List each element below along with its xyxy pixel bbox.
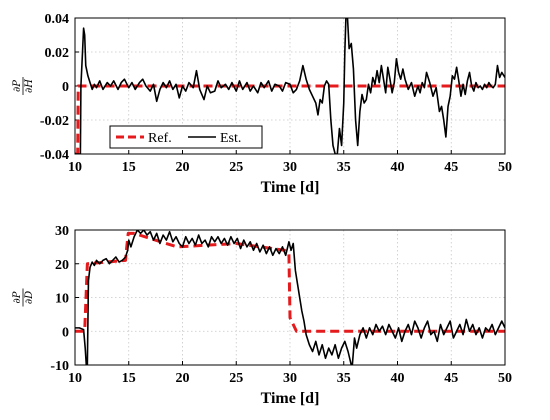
x-axis-label: Time [d]	[261, 179, 320, 196]
y-label-numerator: ∂P	[12, 291, 23, 303]
series-ref-line	[75, 231, 505, 333]
x-tick-label: 35	[337, 371, 351, 386]
x-tick-label: 30	[283, 371, 297, 386]
series-est-line	[75, 230, 505, 365]
y-label-denominator: ∂D	[24, 291, 35, 304]
legend-label: Ref.	[148, 131, 172, 146]
y-tick-label: 20	[55, 258, 69, 273]
legend: Ref. Est.	[109, 125, 263, 149]
legend-label: Est.	[220, 131, 241, 146]
plot-frame	[74, 17, 506, 155]
y-tick-label: -0.04	[40, 148, 69, 163]
y-label-denominator: ∂H	[24, 79, 35, 93]
x-axis-label: Time [d]	[261, 390, 320, 407]
x-tick-label: 20	[176, 160, 190, 175]
x-tick-label: 25	[229, 371, 243, 386]
y-tick-label: -0.02	[40, 114, 69, 129]
y-tick-label: 10	[55, 292, 69, 307]
x-tick-label: 15	[122, 371, 136, 386]
y-tick-label: 0	[62, 80, 69, 95]
y-tick-label: -10	[50, 359, 69, 374]
x-tick-label: 40	[391, 160, 405, 175]
x-tick-label: 10	[68, 160, 82, 175]
chart-2: 10 15 20 25 30 35 40 45 50 30 20 10 0 -10 Time [d] ∂P ∂D	[12, 224, 512, 407]
y-label-numerator: ∂P	[12, 80, 23, 92]
series-ref-line	[75, 84, 505, 154]
legend-box	[109, 125, 263, 149]
x-tick-label: 35	[337, 160, 351, 175]
y-tick-label: 0.04	[45, 12, 70, 27]
x-tick-label: 50	[498, 160, 512, 175]
x-tick-label: 45	[444, 371, 458, 386]
x-tick-label: 25	[229, 160, 243, 175]
x-tick-label: 50	[498, 371, 512, 386]
y-axis-label: ∂P ∂H	[12, 77, 35, 95]
x-tick-label: 45	[444, 160, 458, 175]
x-tick-label: 20	[176, 371, 190, 386]
x-tick-label: 40	[391, 371, 405, 386]
chart-1: 10 15 20 25 30 35 40 45 50 0.04 0.02 0 -0.02 -0.04 Tim…	[12, 12, 512, 196]
y-tick-label: 30	[55, 224, 69, 239]
y-tick-label: 0	[62, 325, 69, 340]
series-est-line	[75, 18, 505, 154]
plot-frame	[74, 229, 506, 366]
x-tick-label: 10	[68, 371, 82, 386]
x-tick-label: 15	[122, 160, 136, 175]
y-tick-label: 0.02	[45, 46, 70, 61]
y-axis-label: ∂P ∂D	[12, 288, 35, 307]
x-tick-label: 30	[283, 160, 297, 175]
